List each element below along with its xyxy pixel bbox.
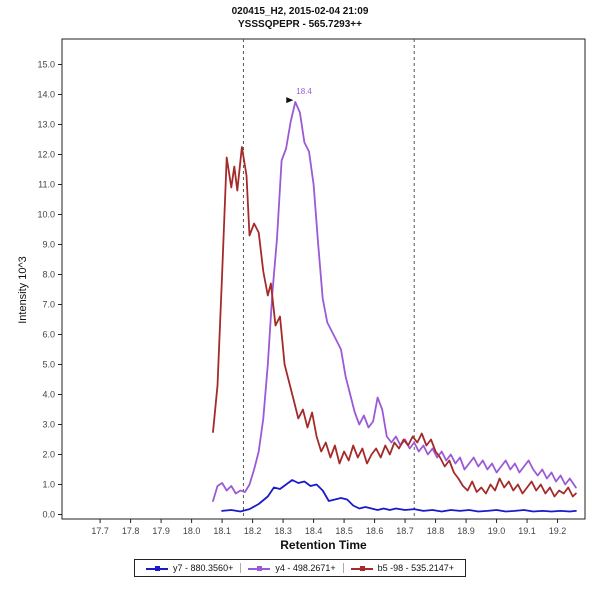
y-tick-label: 6.0 (42, 330, 55, 340)
legend-item: y7 - 880.3560+ (139, 563, 240, 573)
legend-label: y4 - 498.2671+ (275, 563, 336, 573)
legend-line-icon (146, 564, 169, 573)
chart-subtitle: YSSSQPEPR - 565.7293++ (238, 19, 362, 30)
y-tick-label: 0.0 (42, 510, 55, 520)
series-b5 (212, 146, 577, 498)
x-tick-label: 17.8 (122, 526, 140, 536)
x-tick-label: 18.2 (244, 526, 262, 536)
y-tick-label: 1.0 (42, 480, 55, 490)
peak-annotation: 18.4 (296, 87, 312, 96)
y-axis-label: Intensity 10^3 (17, 256, 29, 324)
legend-line-icon (248, 564, 271, 573)
x-tick-label: 17.7 (91, 526, 109, 536)
y-tick-label: 9.0 (42, 240, 55, 250)
legend-label: b5 -98 - 535.2147+ (377, 563, 454, 573)
x-tick-label: 18.7 (396, 526, 414, 536)
x-tick-label: 18.1 (213, 526, 231, 536)
legend: y7 - 880.3560+ y4 - 498.2671+ b5 -98 - 535… (134, 559, 466, 577)
legend-item: y4 - 498.2671+ (240, 563, 342, 573)
x-tick-label: 18.5 (335, 526, 353, 536)
series-y4 (212, 101, 577, 502)
x-tick-label: 18.4 (305, 526, 323, 536)
y-tick-label: 7.0 (42, 300, 55, 310)
x-tick-label: 18.6 (366, 526, 384, 536)
peak-arrow-icon (286, 97, 294, 104)
y-tick-label: 10.0 (37, 210, 55, 220)
legend-row: y7 - 880.3560+ y4 - 498.2671+ b5 -98 - 535… (0, 559, 600, 577)
y-tick-label: 13.0 (37, 120, 55, 130)
x-tick-label: 18.8 (427, 526, 445, 536)
y-tick-label: 14.0 (37, 90, 55, 100)
legend-label: y7 - 880.3560+ (173, 563, 234, 573)
series-y7 (221, 479, 577, 513)
plot-border (61, 38, 586, 520)
x-tick-label: 18.3 (274, 526, 292, 536)
y-tick-label: 4.0 (42, 390, 55, 400)
x-tick-label: 17.9 (152, 526, 170, 536)
y-tick-label: 12.0 (37, 150, 55, 160)
x-axis-label: Retention Time (280, 538, 367, 552)
x-tick-label: 19.0 (488, 526, 506, 536)
y-tick-label: 11.0 (38, 180, 55, 190)
x-tick-label: 19.2 (549, 526, 567, 536)
y-tick-label: 2.0 (42, 450, 55, 460)
chart-header: 020415_H2, 2015-02-04 21:09 YSSSQPEPR - … (0, 5, 600, 31)
y-tick-label: 15.0 (37, 60, 55, 70)
x-tick-label: 19.1 (518, 526, 536, 536)
y-tick-label: 5.0 (42, 360, 55, 370)
legend-line-icon (350, 564, 373, 573)
x-tick-label: 18.0 (183, 526, 201, 536)
legend-item: b5 -98 - 535.2147+ (342, 563, 461, 573)
x-tick-label: 18.9 (457, 526, 475, 536)
chart-panel: Intensity 10^3 17.7 17.8 17.9 18.0 18.1 18.2 1… (0, 31, 600, 536)
chart-title: 020415_H2, 2015-02-04 21:09 (231, 6, 369, 17)
y-tick-label: 8.0 (42, 270, 55, 280)
y-tick-label: 3.0 (42, 420, 55, 430)
chromatogram-plot[interactable]: 17.7 17.8 17.9 18.0 18.1 18.2 18.3 18.4 18.5 18.6… (0, 31, 600, 536)
